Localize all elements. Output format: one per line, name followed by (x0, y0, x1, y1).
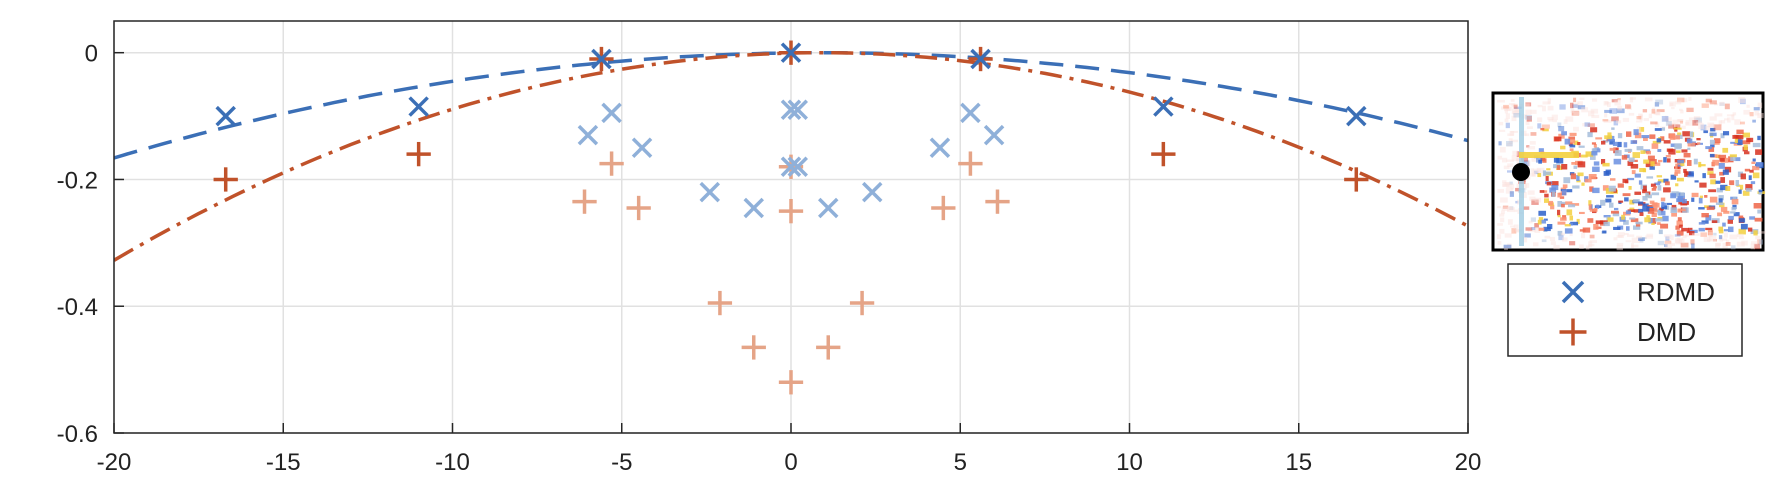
dmd-point-secondary (779, 370, 803, 394)
rdmd-point-secondary (961, 104, 979, 122)
rdmd-point-secondary (603, 104, 621, 122)
y-tick-label: -0.4 (57, 294, 98, 321)
rdmd-point-secondary (633, 139, 651, 157)
x-axis-ticks: -20 -15 -10 -5 0 5 10 15 20 (97, 423, 1482, 476)
rdmd-point (217, 107, 235, 125)
dmd-point (1344, 167, 1368, 191)
dmd-point-secondary (627, 196, 651, 220)
x-tick-label: 10 (1116, 449, 1143, 476)
x-tick-label: 20 (1455, 449, 1482, 476)
y-tick-label: -0.2 (57, 167, 98, 194)
rdmd-point-secondary (701, 183, 719, 201)
dmd-point-secondary (779, 199, 803, 223)
rdmd-point-secondary (745, 199, 763, 217)
dmd-point-secondary (742, 335, 766, 359)
dmd-point-secondary (985, 189, 1009, 213)
flow-field-inset (1493, 93, 1766, 250)
rdmd-point-secondary (863, 183, 881, 201)
dmd-point-secondary (599, 151, 623, 175)
dmd-point (1151, 142, 1175, 166)
x-tick-label: -20 (97, 449, 132, 476)
probe-dot-icon (1512, 163, 1530, 181)
dmd-point-secondary (850, 291, 874, 315)
x-tick-label: 15 (1285, 449, 1312, 476)
dmd-point-secondary (816, 335, 840, 359)
legend-label-dmd: DMD (1637, 317, 1696, 347)
rdmd-point-secondary (579, 126, 597, 144)
x-tick-label: -15 (266, 449, 301, 476)
dmd-point (214, 167, 238, 191)
dmd-point-secondary (931, 196, 955, 220)
rdmd-point-secondary (985, 126, 1003, 144)
legend-label-rdmd: RDMD (1637, 277, 1715, 307)
x-tick-label: 0 (784, 449, 797, 476)
dmd-point (407, 142, 431, 166)
x-tick-label: -5 (611, 449, 632, 476)
rdmd-point-secondary (819, 199, 837, 217)
dmd-point-secondary (958, 151, 982, 175)
rdmd-point (410, 98, 428, 116)
rdmd-point (1347, 107, 1365, 125)
dmd-point-secondary (572, 189, 596, 213)
rdmd-point-secondary (931, 139, 949, 157)
x-tick-label: 5 (954, 449, 967, 476)
y-tick-label: -0.6 (57, 421, 98, 448)
dmd-point-secondary (708, 291, 732, 315)
legend: RDMD DMD (1508, 264, 1742, 356)
y-tick-label: 0 (85, 41, 98, 68)
x-tick-label: -10 (435, 449, 470, 476)
